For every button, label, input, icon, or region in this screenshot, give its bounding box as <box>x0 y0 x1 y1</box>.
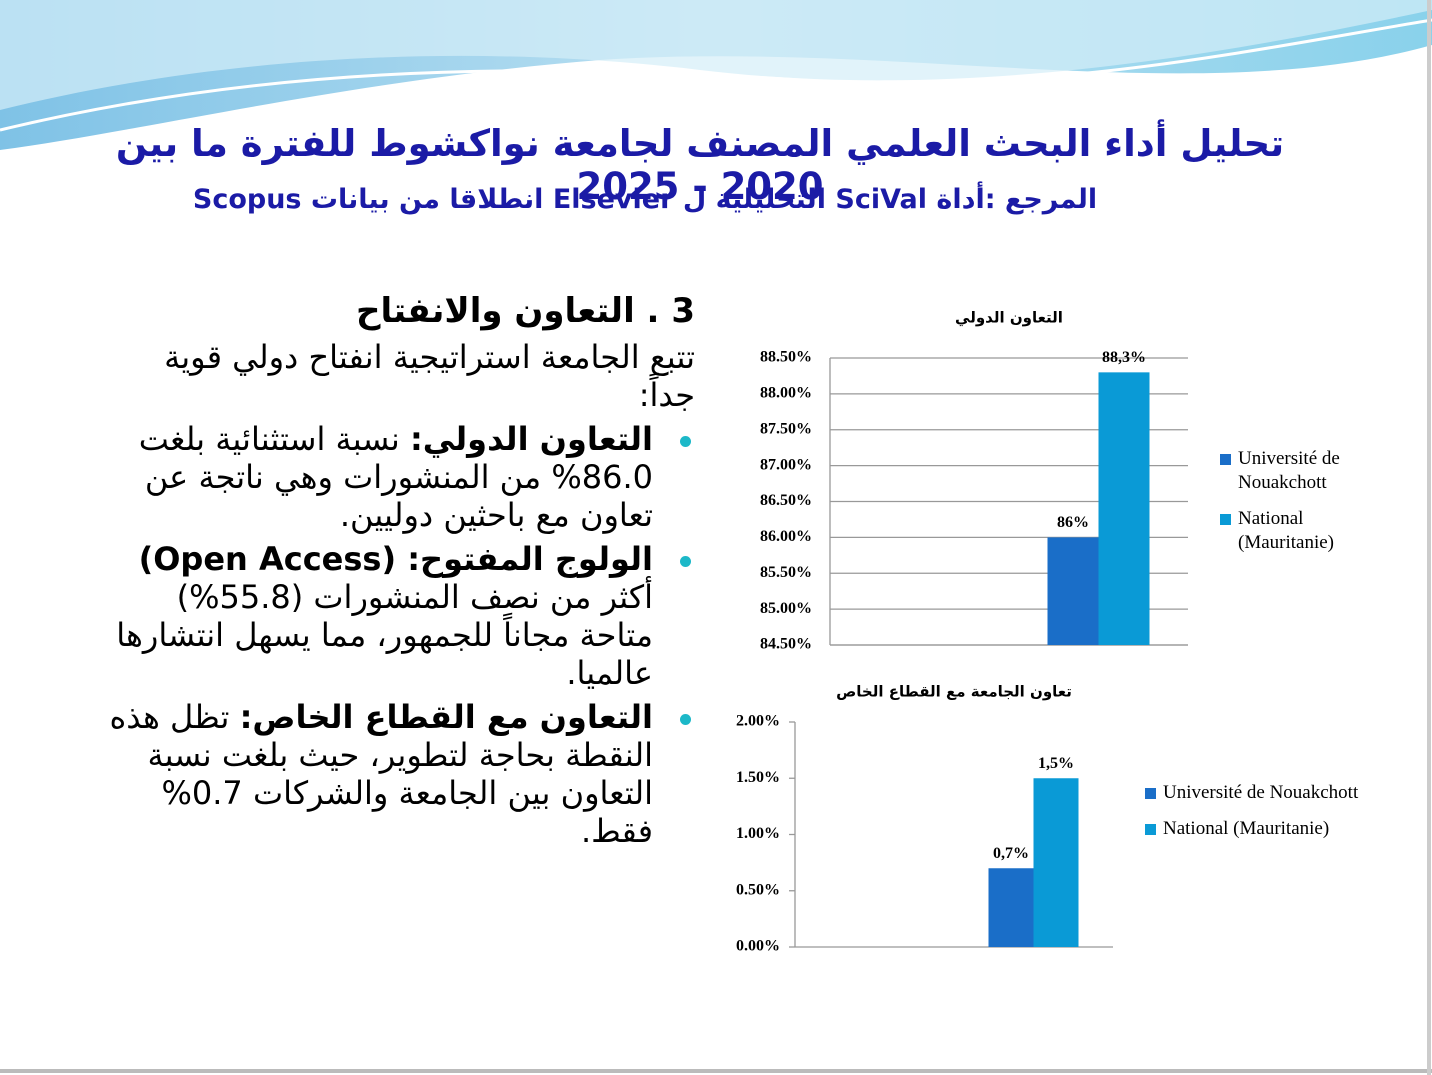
bullet: التعاون الدولي: نسبة استثنائية بلغت 86.0… <box>95 420 695 534</box>
bar <box>1033 778 1079 947</box>
y-tick-label: 86.50% <box>760 492 812 509</box>
text-block: 3 . التعاون والانفتاح تتبع الجامعة استرا… <box>95 292 695 856</box>
y-tick-label: 86.00% <box>760 528 812 545</box>
bullet-text: تظل هذه النقطة بحاجة لتطوير، حيث بلغت نس… <box>109 698 653 850</box>
wave-line <box>0 18 1432 132</box>
legend-item: Université de Nouakchott <box>1145 781 1375 805</box>
bar <box>1047 537 1099 645</box>
legend: Université de Nouakchott National (Maurit… <box>1145 781 1375 853</box>
legend-swatch <box>1220 454 1231 465</box>
y-tick-label: 85.00% <box>760 600 812 617</box>
data-label: 88,3% <box>1102 349 1146 366</box>
bullet-text: أكثر من نصف المنشورات (55.8%) متاحة مجان… <box>116 578 653 692</box>
data-label: 86% <box>1057 514 1089 531</box>
y-tick-label: 1.00% <box>736 825 780 842</box>
data-label: 0,7% <box>993 845 1029 862</box>
legend-swatch <box>1145 788 1156 799</box>
y-tick-label: 85.50% <box>760 564 812 581</box>
bullet-text: نسبة استثنائية بلغت 86.0% من المنشورات و… <box>138 420 653 534</box>
legend-swatch <box>1145 824 1156 835</box>
legend: Université de Nouakchott National (Maurit… <box>1220 447 1370 567</box>
legend-item: National (Mauritanie) <box>1220 507 1370 555</box>
bullet: الولوج المفتوح: (Open Access) أكثر من نص… <box>95 540 695 692</box>
y-tick-label: 0.00% <box>736 938 780 955</box>
wave <box>0 0 1432 110</box>
heading: 3 . التعاون والانفتاح <box>355 291 695 331</box>
y-tick-label: 0.50% <box>736 881 780 898</box>
legend-label: Université de Nouakchott <box>1238 448 1340 493</box>
data-label: 1,5% <box>1038 755 1074 772</box>
chart-title: التعاون الدولي <box>955 309 1063 327</box>
legend-label: National (Mauritanie) <box>1163 818 1330 839</box>
y-tick-label: 2.00% <box>736 713 780 730</box>
y-tick-label: 88.00% <box>760 385 812 402</box>
bullet-lead: الولوج المفتوح: (Open Access) <box>138 540 653 578</box>
y-tick-label: 84.50% <box>760 636 812 653</box>
y-tick-label: 1.50% <box>736 769 780 786</box>
subtitle: المرجع :أداة SciVal التحليلية ل Elsevier… <box>192 184 1098 215</box>
legend-item: National (Mauritanie) <box>1145 817 1375 841</box>
y-tick-label: 88.50% <box>760 349 812 366</box>
chart-title: تعاون الجامعة مع القطاع الخاص <box>836 683 1072 701</box>
legend-swatch <box>1220 514 1231 525</box>
intro: تتبع الجامعة استراتيجية انفتاح دولي قوية… <box>164 338 695 414</box>
y-tick-label: 87.50% <box>760 420 812 437</box>
bar <box>1098 372 1150 645</box>
legend-label: Université de Nouakchott <box>1163 782 1359 803</box>
y-tick-label: 87.00% <box>760 456 812 473</box>
bullet-lead: التعاون مع القطاع الخاص: <box>239 698 653 736</box>
legend-label: National (Mauritanie) <box>1238 508 1335 553</box>
legend-item: Université de Nouakchott <box>1220 447 1370 495</box>
bullet: التعاون مع القطاع الخاص: تظل هذه النقطة … <box>95 698 695 850</box>
bullet-list: التعاون الدولي: نسبة استثنائية بلغت 86.0… <box>95 420 695 850</box>
title: تحليل أداء البحث العلمي المصنف لجامعة نو… <box>115 122 1285 208</box>
bullet-lead: التعاون الدولي: <box>409 420 653 458</box>
bar <box>988 868 1034 947</box>
